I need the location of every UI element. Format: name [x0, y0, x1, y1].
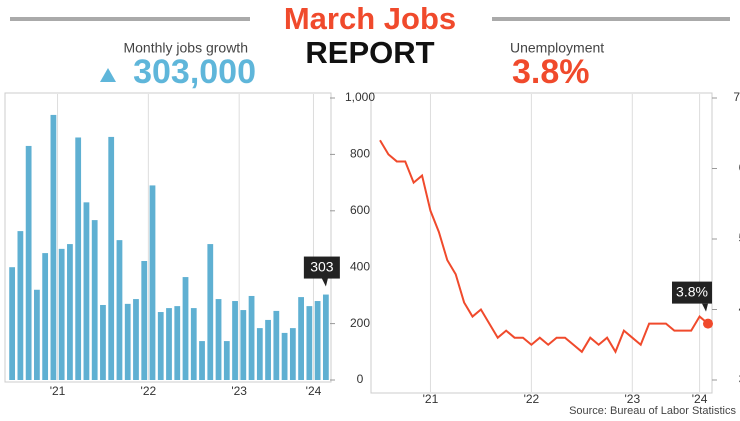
bar — [223, 341, 230, 380]
bar — [199, 341, 205, 380]
y-tick-label: 6 — [739, 161, 740, 175]
bar — [256, 328, 263, 380]
bar — [133, 299, 139, 380]
x-tick-label: '21 — [423, 392, 439, 406]
bar — [182, 277, 189, 380]
bar — [289, 328, 296, 380]
bar — [91, 220, 98, 380]
annotation-box — [303, 256, 340, 279]
bar — [75, 137, 82, 380]
bar — [124, 303, 131, 380]
chart-title: Monthly jobs growth — [123, 40, 248, 56]
bar — [265, 319, 271, 380]
bar — [83, 202, 90, 380]
bar — [306, 306, 313, 380]
bar — [190, 308, 197, 380]
bar — [141, 260, 148, 380]
bar — [322, 294, 329, 380]
y-tick-label: 7% — [733, 90, 740, 104]
bar — [314, 301, 321, 380]
y-tick-label: 0 — [357, 372, 364, 386]
x-tick-label: '24 — [692, 392, 708, 406]
title: March Jobs — [284, 1, 456, 36]
bar — [174, 306, 181, 380]
annotation-pointer — [321, 278, 328, 287]
source: Source: Bureau of Labor Statistics — [569, 405, 736, 417]
bar — [17, 231, 24, 380]
y-tick-label: 200 — [350, 316, 370, 330]
bar — [232, 301, 238, 380]
bar — [149, 185, 156, 380]
bar — [50, 114, 57, 381]
x-tick-label: '24 — [306, 384, 322, 398]
bar — [273, 310, 280, 380]
headline: 303,000 — [133, 53, 256, 91]
bar — [100, 304, 106, 380]
bar — [215, 299, 222, 380]
chart-title: Unemployment — [510, 40, 604, 56]
bar — [25, 145, 32, 380]
x-tick-label: '22 — [524, 392, 540, 406]
data-label: 303 — [310, 258, 334, 274]
bar — [166, 308, 172, 380]
x-tick-label: '23 — [231, 384, 247, 398]
y-tick-label: 3 — [739, 372, 740, 386]
bar — [58, 248, 65, 380]
bar — [34, 289, 40, 380]
bar — [157, 312, 164, 380]
x-tick-label: '23 — [624, 392, 640, 406]
bar — [67, 244, 73, 380]
up-arrow — [100, 68, 116, 82]
bar — [248, 295, 255, 380]
x-tick-label: '21 — [50, 384, 66, 398]
x-tick-label: '22 — [141, 384, 157, 398]
bar — [116, 240, 123, 380]
y-tick-label: 400 — [350, 259, 370, 273]
point — [703, 318, 713, 329]
y-tick-label: 5 — [739, 231, 740, 245]
bar — [240, 310, 247, 380]
subtitle: REPORT — [305, 35, 434, 70]
bar — [207, 244, 214, 380]
y-tick-label: 800 — [350, 147, 370, 161]
headline: 3.8% — [512, 53, 590, 91]
data-label: 3.8% — [676, 283, 708, 299]
bar — [9, 267, 16, 380]
y-tick-label: 1,000 — [345, 90, 375, 104]
annotation-pointer — [702, 303, 708, 312]
line — [379, 139, 709, 355]
panel-frame — [370, 92, 713, 394]
y-tick-label: 4 — [739, 302, 740, 316]
bar — [298, 297, 304, 380]
bar — [108, 136, 115, 380]
panel-frame — [4, 92, 332, 383]
annotation-box — [672, 281, 712, 304]
bar — [42, 253, 49, 380]
y-tick-label: 600 — [350, 203, 370, 217]
bar — [281, 332, 288, 380]
